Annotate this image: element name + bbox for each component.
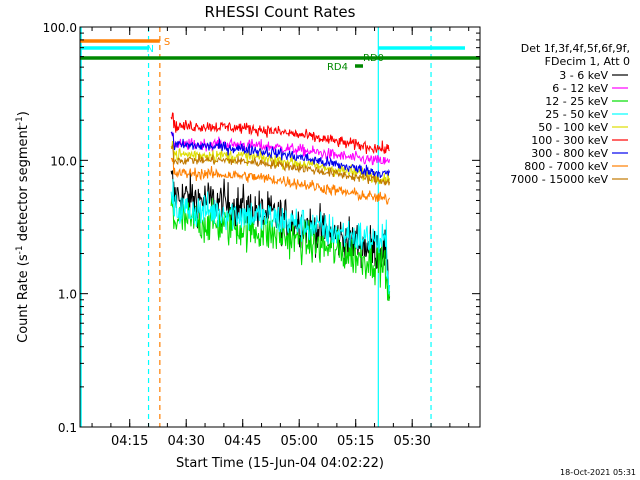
y-tick-label: 1.0 xyxy=(58,288,77,302)
legend-label: 100 - 300 keV xyxy=(531,134,608,147)
series-line xyxy=(170,195,391,302)
y-axis-label-sup1: -1 xyxy=(15,245,25,254)
legend-header-line1: Det 1f,3f,4f,5f,6f,9f, xyxy=(521,42,630,55)
legend-header-line2: FDecim 1, Att 0 xyxy=(545,55,630,68)
legend-label: 25 - 50 keV xyxy=(545,108,608,121)
plot-area: SN RD0 RD4 xyxy=(80,27,480,427)
flag-label: RD0 xyxy=(363,53,384,64)
series-line xyxy=(170,131,391,179)
flag-label: N xyxy=(147,44,154,55)
series-line xyxy=(170,140,391,185)
x-tick-label: 05:00 xyxy=(280,434,317,449)
y-tick-label: 100.0 xyxy=(43,21,77,35)
series-line xyxy=(170,144,391,186)
y-axis-label: Count Rate (s-1 detector segment-1) xyxy=(15,111,31,343)
legend-label: 800 - 7000 keV xyxy=(524,160,608,173)
x-axis: 04:15 04:30 04:45 05:00 05:15 05:30 xyxy=(91,27,470,449)
flag-label: S xyxy=(164,37,170,48)
series-line xyxy=(170,112,390,155)
x-tick-label: 05:30 xyxy=(393,434,430,449)
x-tick-label: 05:15 xyxy=(337,434,374,449)
chart-title: RHESSI Count Rates xyxy=(205,3,356,21)
series-line xyxy=(170,179,391,295)
x-tick-label: 04:15 xyxy=(111,434,148,449)
x-tick-label: 04:45 xyxy=(224,434,261,449)
legend-label: 12 - 25 keV xyxy=(545,95,608,108)
y-axis-label-main: Count Rate (s xyxy=(16,254,31,343)
x-tick-label: 04:30 xyxy=(167,434,204,449)
y-axis: 100.0 10.0 1.0 0.1 xyxy=(43,21,480,435)
y-tick-label: 10.0 xyxy=(50,154,77,168)
flag-label: RD4 xyxy=(327,62,348,73)
y-axis-label-sup2: -1 xyxy=(15,116,25,125)
legend-label: 6 - 12 keV xyxy=(552,82,608,95)
legend-label: 50 - 100 keV xyxy=(538,121,608,134)
y-axis-label-mid: detector segment xyxy=(16,125,31,245)
series-line xyxy=(170,157,391,205)
footer-timestamp: 18-Oct-2021 05:31 xyxy=(560,468,636,477)
legend-label: 300 - 800 keV xyxy=(531,147,608,160)
y-tick-label: 0.1 xyxy=(58,421,77,435)
legend-label: 7000 - 15000 keV xyxy=(510,173,608,186)
y-axis-label-end: ) xyxy=(16,111,31,116)
x-axis-label: Start Time (15-Jun-04 04:02:22) xyxy=(176,456,384,471)
legend-label: 3 - 6 keV xyxy=(559,69,608,82)
